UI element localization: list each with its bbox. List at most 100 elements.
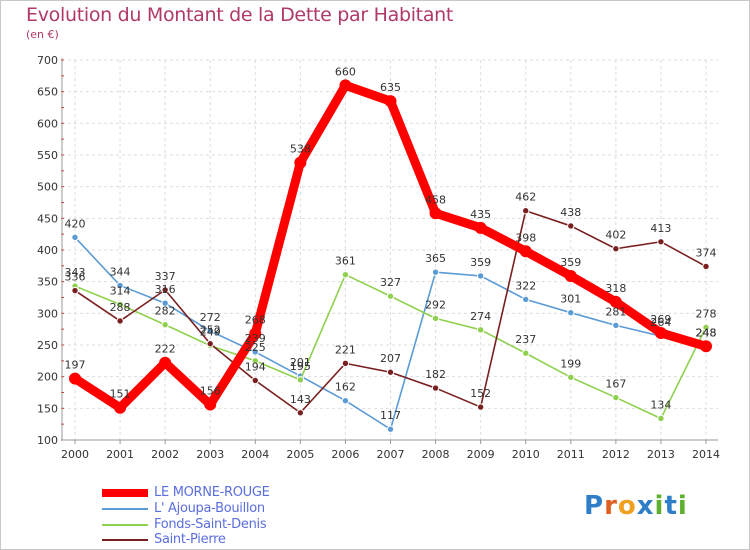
data-point	[612, 245, 620, 253]
data-label: 252	[200, 324, 221, 337]
data-label: 182	[425, 368, 446, 381]
proxiti-logo: Proxiti	[584, 491, 688, 521]
data-point	[251, 348, 259, 356]
legend-item: Fonds-Saint-Denis	[102, 517, 267, 532]
data-point	[431, 384, 440, 392]
data-label: 152	[470, 387, 491, 400]
data-point	[431, 268, 440, 276]
data-label: 237	[515, 333, 536, 346]
x-tick-label: 2005	[286, 448, 314, 461]
y-tick-label: 300	[37, 307, 58, 320]
data-point	[612, 393, 620, 402]
data-label: 398	[515, 231, 536, 244]
data-point	[612, 321, 620, 330]
data-label: 359	[470, 256, 491, 269]
data-point	[386, 425, 395, 433]
y-tick-label: 650	[37, 86, 58, 99]
data-point	[159, 356, 172, 369]
data-label: 272	[200, 311, 221, 324]
y-tick-label: 400	[37, 244, 58, 257]
logo-letter: x	[636, 491, 655, 521]
data-label: 660	[335, 65, 356, 78]
legend-swatch	[102, 488, 148, 497]
data-point	[251, 357, 259, 365]
y-tick-label: 350	[37, 276, 58, 289]
data-label: 420	[65, 217, 86, 230]
data-point	[296, 409, 305, 417]
data-point	[161, 321, 169, 329]
data-point	[204, 398, 217, 411]
data-point	[249, 327, 262, 340]
data-label: 281	[605, 305, 626, 318]
data-point	[429, 207, 442, 220]
data-label: 336	[65, 271, 86, 284]
data-label: 143	[290, 393, 311, 406]
data-point	[69, 372, 81, 385]
data-point	[702, 323, 710, 331]
data-label: 239	[245, 332, 266, 345]
data-point	[384, 95, 397, 108]
data-label: 134	[650, 398, 671, 411]
data-point	[339, 79, 352, 92]
data-label: 402	[605, 229, 626, 242]
data-point	[522, 349, 530, 357]
logo-letter: r	[604, 491, 618, 521]
data-point	[657, 414, 665, 423]
data-label: 343	[65, 266, 86, 279]
data-label: 156	[200, 385, 221, 398]
x-tick-label: 2004	[241, 448, 269, 461]
data-label: 435	[470, 208, 491, 221]
data-point	[567, 222, 575, 230]
data-label: 201	[290, 356, 311, 369]
data-point	[567, 373, 575, 381]
x-tick-label: 2011	[557, 448, 585, 461]
data-point	[341, 397, 350, 405]
logo-letter: i	[677, 491, 688, 521]
data-point	[251, 376, 259, 385]
y-tick-label: 100	[37, 434, 58, 447]
data-point	[294, 156, 307, 169]
data-point	[519, 245, 532, 258]
data-label: 167	[605, 378, 626, 391]
data-label: 117	[380, 409, 401, 422]
x-tick-label: 2012	[602, 448, 630, 461]
logo-letter: t	[664, 491, 678, 521]
logo-letter: i	[654, 491, 665, 521]
data-point	[296, 376, 305, 384]
data-label: 322	[515, 279, 536, 292]
data-label: 635	[380, 81, 401, 94]
x-tick-label: 2000	[61, 448, 89, 461]
chart-title: Evolution du Montant de la Dette par Hab…	[26, 4, 454, 26]
data-label: 274	[470, 310, 491, 323]
data-label: 288	[110, 301, 131, 314]
legend-item: Saint-Pierre	[102, 532, 226, 547]
x-tick-label: 2001	[106, 448, 134, 461]
y-tick-label: 250	[37, 339, 58, 352]
data-label: 538	[290, 143, 311, 156]
x-tick-label: 2006	[331, 448, 359, 461]
data-label: 249	[200, 326, 221, 339]
data-point	[564, 269, 577, 282]
y-tick-label: 200	[37, 371, 58, 384]
data-point	[657, 238, 665, 246]
data-point	[476, 272, 485, 280]
data-point	[431, 314, 440, 323]
data-point	[116, 300, 124, 309]
data-label: 199	[560, 357, 581, 370]
legend-swatch	[102, 507, 148, 510]
data-label: 458	[425, 193, 446, 206]
data-point	[476, 403, 485, 411]
series-lines	[69, 79, 712, 433]
data-label: 269	[650, 313, 671, 326]
chart-subtitle: (en €)	[26, 28, 59, 41]
data-label: 248	[696, 326, 717, 339]
data-point	[702, 262, 710, 271]
y-tick-label: 450	[37, 212, 58, 225]
data-point	[206, 327, 214, 335]
legend-item: LE MORNE-ROUGE	[102, 485, 270, 500]
y-tick-label: 150	[37, 402, 58, 415]
data-label: 264	[650, 316, 671, 329]
data-label: 268	[245, 314, 266, 327]
logo-letter: o	[617, 491, 637, 521]
data-point	[71, 286, 79, 295]
